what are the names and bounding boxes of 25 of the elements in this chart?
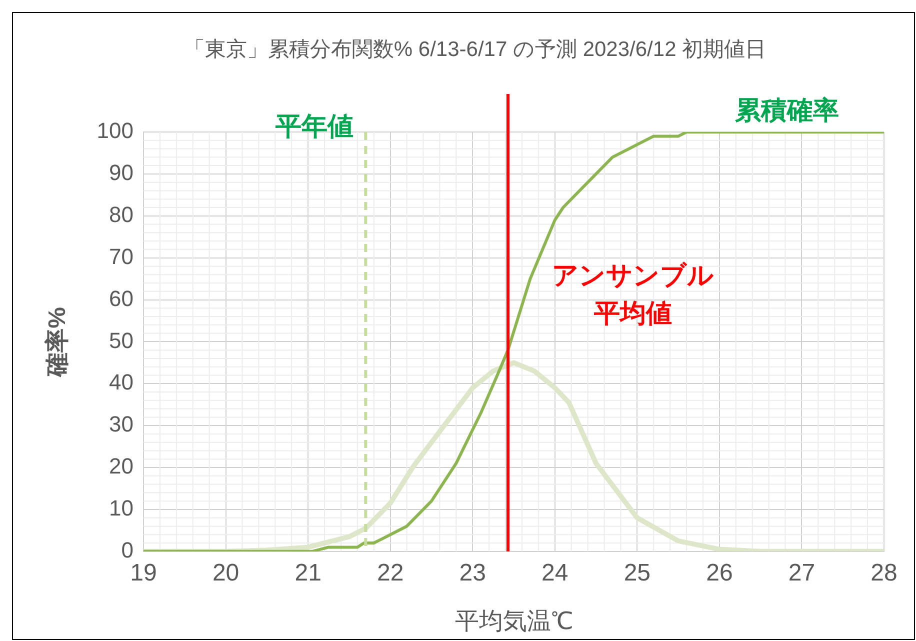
x-tick-label: 23 xyxy=(459,559,486,586)
y-tick-label: 40 xyxy=(109,370,134,395)
series-label: 累積確率 xyxy=(734,96,839,126)
ref-line-label: 平年値 xyxy=(274,112,354,142)
y-tick-label: 80 xyxy=(109,202,134,227)
x-tick-label: 27 xyxy=(788,559,816,586)
y-tick-label: 70 xyxy=(109,244,134,269)
y-tick-label: 100 xyxy=(96,118,134,144)
x-tick-label: 26 xyxy=(706,559,733,586)
y-tick-label: 90 xyxy=(109,160,134,186)
x-tick-label: 28 xyxy=(870,559,898,586)
y-tick-label: 60 xyxy=(109,286,134,311)
x-tick-label: 24 xyxy=(542,559,568,586)
y-tick-label: 10 xyxy=(109,496,134,521)
y-tick-label: 20 xyxy=(109,454,134,479)
y-tick-label: 50 xyxy=(109,328,134,353)
x-tick-label: 21 xyxy=(294,559,322,586)
x-axis-title: 平均気温℃ xyxy=(454,608,573,636)
y-tick-label: 30 xyxy=(109,412,134,437)
x-tick-label: 25 xyxy=(624,559,651,586)
y-axis-title: 確率% xyxy=(44,307,72,378)
chart-title: 「東京」累積分布関数% 6/13-6/17 の予測 2023/6/12 初期値日 xyxy=(182,37,768,63)
x-tick-label: 20 xyxy=(212,559,240,586)
x-tick-label: 22 xyxy=(376,559,404,586)
ref-line-label: アンサンブル平均値 xyxy=(552,260,714,329)
